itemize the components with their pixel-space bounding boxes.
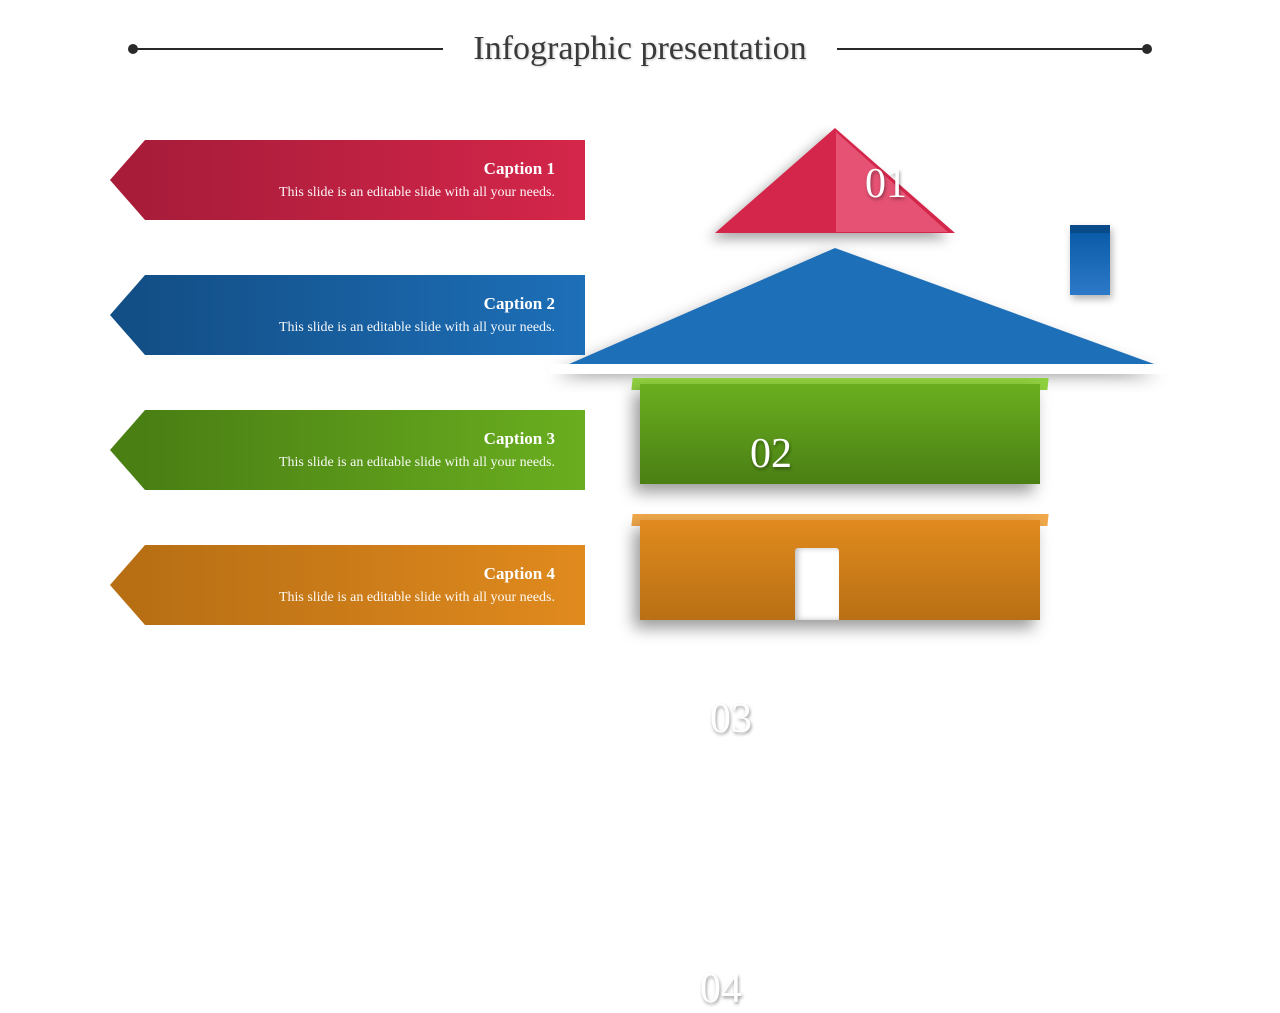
page-title: Infographic presentation — [443, 30, 836, 68]
caption-row-3: Caption 3 This slide is an editable slid… — [110, 400, 1170, 500]
arrow-bar-3: Caption 3 This slide is an editable slid… — [110, 410, 585, 490]
arrow-head-4 — [110, 545, 145, 625]
caption-1-desc: This slide is an editable slide with all… — [279, 185, 555, 201]
caption-row-2: Caption 2 This slide is an editable slid… — [110, 265, 1170, 365]
caption-row-4: Caption 4 This slide is an editable slid… — [110, 535, 1170, 635]
caption-3-desc: This slide is an editable slide with all… — [279, 455, 555, 471]
caption-4-title: Caption 4 — [484, 564, 555, 584]
arrow-head-3 — [110, 410, 145, 490]
arrow-bar-2: Caption 2 This slide is an editable slid… — [110, 275, 585, 355]
title-divider-left — [133, 48, 443, 50]
arrow-head-2 — [110, 275, 145, 355]
arrow-body-4: Caption 4 This slide is an editable slid… — [145, 545, 585, 625]
caption-row-1: Caption 1 This slide is an editable slid… — [110, 130, 1170, 230]
caption-2-title: Caption 2 — [484, 294, 555, 314]
arrow-bar-1: Caption 1 This slide is an editable slid… — [110, 140, 585, 220]
caption-1-title: Caption 1 — [484, 159, 555, 179]
arrow-head-1 — [110, 140, 145, 220]
caption-rows: Caption 1 This slide is an editable slid… — [110, 130, 1170, 670]
title-divider-right — [837, 48, 1147, 50]
arrow-body-3: Caption 3 This slide is an editable slid… — [145, 410, 585, 490]
title-bar: Infographic presentation — [0, 30, 1280, 68]
arrow-bar-4: Caption 4 This slide is an editable slid… — [110, 545, 585, 625]
number-02: 02 — [750, 430, 792, 478]
arrow-body-2: Caption 2 This slide is an editable slid… — [145, 275, 585, 355]
arrow-body-1: Caption 1 This slide is an editable slid… — [145, 140, 585, 220]
number-01: 01 — [865, 160, 907, 208]
caption-2-desc: This slide is an editable slide with all… — [279, 320, 555, 336]
number-03: 03 — [710, 695, 752, 743]
caption-3-title: Caption 3 — [484, 429, 555, 449]
number-04: 04 — [700, 965, 742, 1013]
caption-4-desc: This slide is an editable slide with all… — [279, 590, 555, 606]
